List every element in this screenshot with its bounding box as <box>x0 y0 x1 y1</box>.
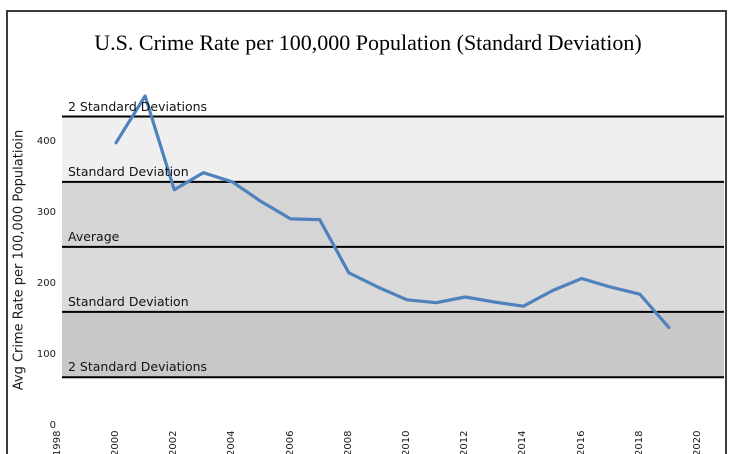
crime-rate-series-line <box>114 94 671 330</box>
stat-line-label: 2 Standard Deviations <box>68 98 208 114</box>
x-tick-label: 2020 <box>692 430 703 454</box>
y-tick-label: 200 <box>36 277 56 289</box>
x-tick-label: 2006 <box>284 430 296 454</box>
x-tick-label: 2008 <box>342 430 354 454</box>
x-tick-label: 2004 <box>226 430 238 454</box>
std-dev-band <box>62 116 724 182</box>
stat-line-label: Average <box>68 228 120 244</box>
stat-line-label: 2 Standard Deviations <box>68 359 208 375</box>
stat-line-label: Standard Deviation <box>68 293 189 309</box>
y-tick-label: 100 <box>36 348 56 360</box>
x-tick-label: 2016 <box>575 430 587 454</box>
chart-title: U.S. Crime Rate per 100,000 Population (… <box>94 30 642 55</box>
x-tick-label: 2012 <box>459 430 471 454</box>
x-tick-label: 2018 <box>633 430 645 454</box>
x-tick-label: 2010 <box>401 430 412 454</box>
x-tick-label: 2002 <box>168 430 180 454</box>
std-dev-band <box>62 181 724 247</box>
x-tick-label: 2014 <box>517 430 529 454</box>
x-tick-label: 2000 <box>110 430 121 454</box>
y-tick-label: 0 <box>49 420 56 431</box>
std-dev-band <box>62 311 724 378</box>
x-tick-label: 1998 <box>51 430 63 454</box>
y-tick-label: 400 <box>36 135 56 147</box>
std-dev-band <box>62 246 724 312</box>
stat-line-label: Standard Deviation <box>68 163 189 179</box>
y-tick-label: 300 <box>36 206 56 218</box>
